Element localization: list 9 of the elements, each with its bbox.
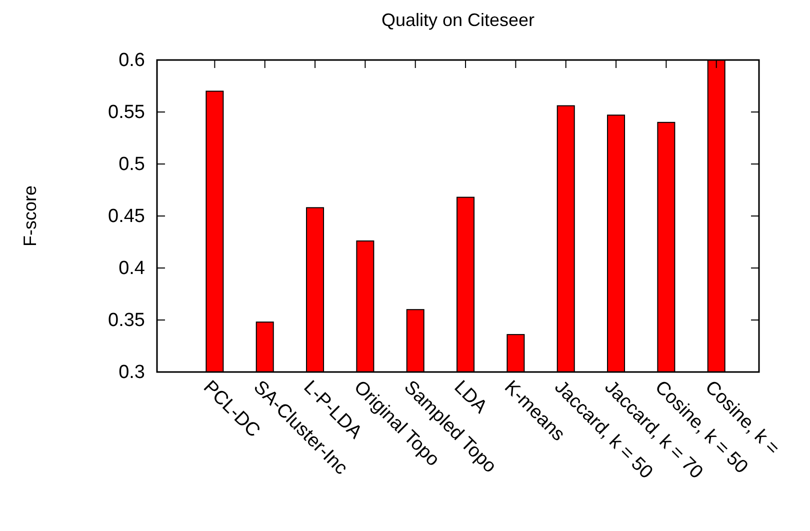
y-tick-label: 0.35 <box>108 310 145 332</box>
chart-title: Quality on Citeseer <box>381 10 535 30</box>
y-tick-label: 0.4 <box>118 258 146 280</box>
y-tick-label: 0.55 <box>108 102 145 124</box>
y-tick-label: 0.45 <box>108 206 145 228</box>
y-tick-label: 0.5 <box>118 154 145 176</box>
y-tick-label: 0.6 <box>118 50 145 72</box>
y-tick-label: 0.3 <box>118 362 145 384</box>
y-axis-title: F-score <box>20 185 40 247</box>
